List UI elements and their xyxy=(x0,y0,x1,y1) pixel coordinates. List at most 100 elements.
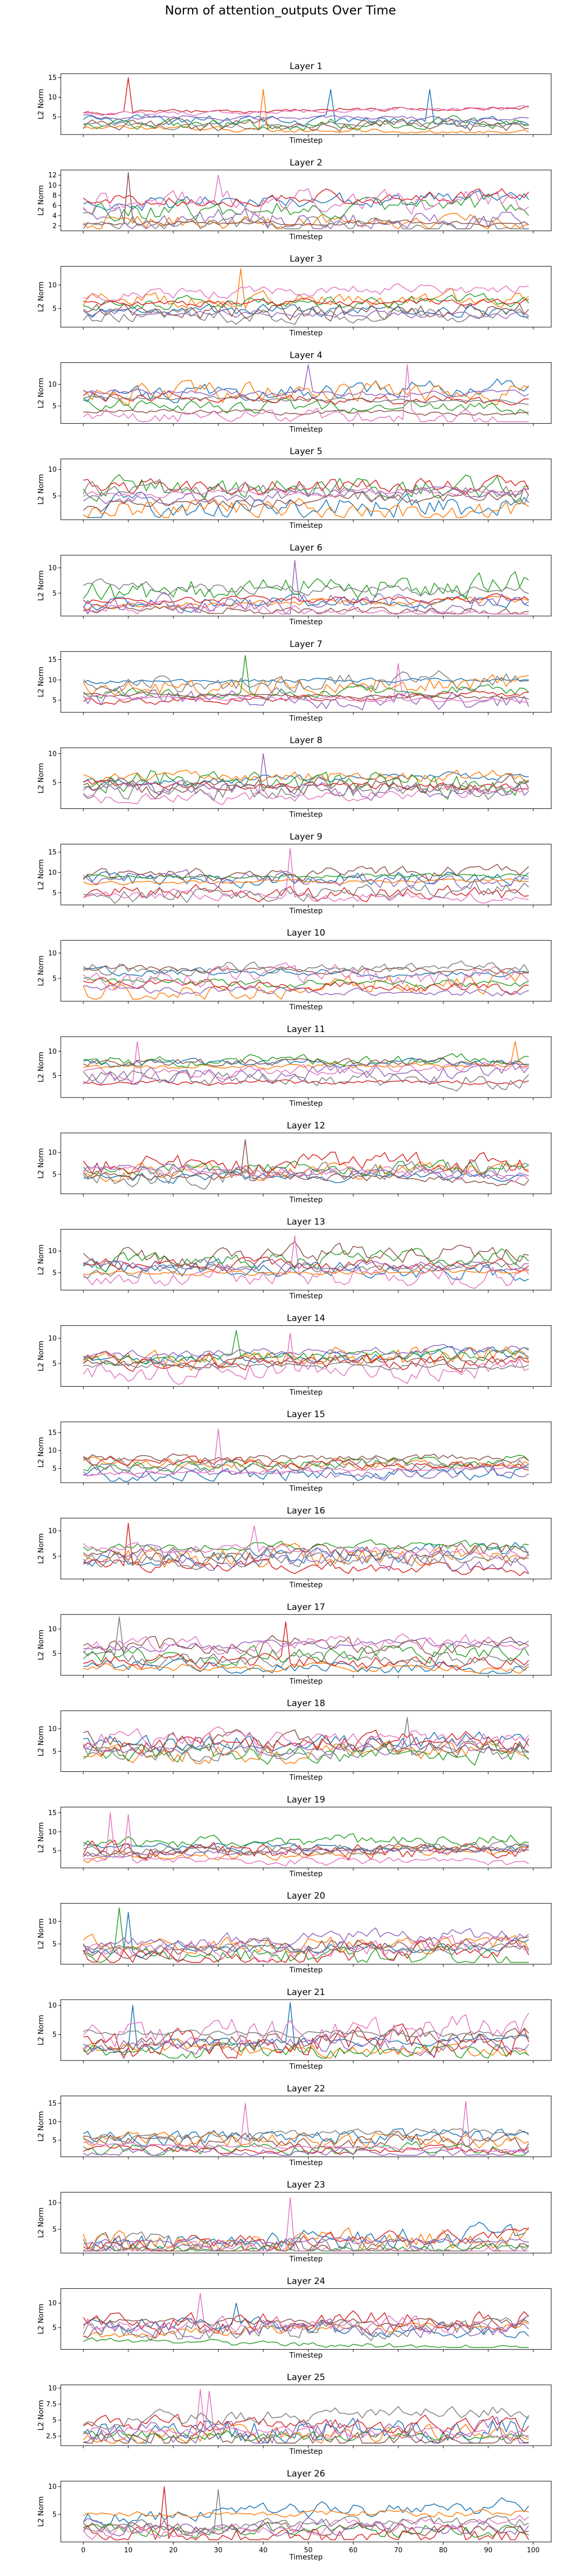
y-axis-label: L2 Norm xyxy=(37,378,45,408)
series-group xyxy=(83,847,529,904)
x-tick-label: 50 xyxy=(304,2547,313,2554)
subplot-title: Layer 6 xyxy=(290,543,322,553)
series-line xyxy=(83,2038,529,2057)
series-line xyxy=(83,869,529,890)
series-line xyxy=(83,1160,529,1190)
series-line xyxy=(83,409,529,417)
x-axis-label: Timestep xyxy=(289,618,323,626)
series-line xyxy=(83,89,529,134)
subplot: Layer 25 Timestep 2.5 5 7.5 10 L2 Norm xyxy=(37,2372,552,2456)
series-line xyxy=(83,880,529,904)
y-axis-label: L2 Norm xyxy=(37,474,45,505)
series-line xyxy=(83,1269,529,1276)
subplot-title: Layer 22 xyxy=(287,2084,325,2094)
axes-frame xyxy=(60,170,552,231)
y-axis-label: L2 Norm xyxy=(37,2304,45,2334)
series-line xyxy=(83,1256,529,1272)
subplot-title: Layer 24 xyxy=(287,2276,325,2286)
series-line xyxy=(83,774,530,799)
series-line xyxy=(82,2292,529,2335)
y-tick-label: 5 xyxy=(53,305,57,313)
subplot-title: Layer 17 xyxy=(287,1602,325,1613)
series-group xyxy=(83,1616,530,1674)
series-line xyxy=(83,1742,529,1757)
series-line xyxy=(83,364,529,422)
x-axis-label: Timestep xyxy=(289,2063,323,2071)
series-line xyxy=(83,77,529,115)
series-line xyxy=(83,1542,529,1568)
axes-frame xyxy=(60,940,552,1002)
y-tick-label: 5 xyxy=(53,1269,57,1277)
series-line xyxy=(83,491,529,518)
axes-frame xyxy=(60,747,552,809)
series-line xyxy=(83,663,529,703)
series-line xyxy=(83,2237,529,2248)
x-tick-label: 0 xyxy=(81,2547,86,2554)
series-line xyxy=(83,1730,530,1756)
axes-frame xyxy=(60,2288,552,2350)
y-tick-label: 5 xyxy=(53,697,57,705)
series-line xyxy=(83,114,529,122)
y-axis-label: L2 Norm xyxy=(37,1822,45,1853)
series-line xyxy=(83,2406,529,2430)
x-axis-label: Timestep xyxy=(289,2553,323,2562)
series-group xyxy=(83,172,529,229)
y-tick-label: 8 xyxy=(53,192,57,200)
series-line xyxy=(83,1060,529,1085)
series-line xyxy=(83,1633,529,1655)
series-group xyxy=(83,2389,530,2444)
y-tick-label: 12 xyxy=(48,172,57,179)
series-line xyxy=(83,2228,529,2252)
series-line xyxy=(83,1235,529,1289)
y-tick-label: 10 xyxy=(48,2483,57,2491)
x-tick-label: 30 xyxy=(214,2547,223,2554)
series-line xyxy=(83,847,529,904)
series-line xyxy=(83,1635,529,1658)
axes-frame xyxy=(60,1806,552,1868)
series-line xyxy=(83,486,529,505)
series-line xyxy=(83,2002,529,2053)
series-line xyxy=(83,962,529,990)
x-tick-label: 40 xyxy=(259,2547,268,2554)
series-line xyxy=(83,1456,529,1472)
y-tick-label: 5 xyxy=(53,403,57,410)
y-tick-label: 5 xyxy=(53,2226,57,2234)
series-line xyxy=(83,1542,529,1565)
x-axis-label: Timestep xyxy=(289,2448,323,2456)
y-tick-label: 10 xyxy=(48,2002,57,2010)
series-line xyxy=(83,960,529,976)
axes-frame xyxy=(60,1614,552,1676)
series-group xyxy=(83,1041,529,1092)
subplot-title: Layer 11 xyxy=(287,1024,325,1035)
series-line xyxy=(83,2515,529,2540)
series-group xyxy=(83,1428,529,1482)
subplot-title: Layer 12 xyxy=(287,1121,325,1131)
series-group xyxy=(82,474,530,518)
x-axis-label: Timestep xyxy=(289,2351,323,2359)
series-line xyxy=(83,293,529,311)
series-line xyxy=(82,2231,529,2252)
y-tick-label: 10 xyxy=(48,1626,57,1634)
series-group xyxy=(83,560,529,614)
series-group xyxy=(82,268,529,325)
series-line xyxy=(83,1455,529,1473)
y-tick-label: 15 xyxy=(48,849,57,857)
series-line xyxy=(83,215,529,229)
series-line xyxy=(83,1041,529,1070)
series-line xyxy=(83,691,529,700)
subplot-title: Layer 23 xyxy=(287,2180,325,2190)
series-line xyxy=(83,397,529,416)
series-line xyxy=(82,1717,529,1762)
series-group xyxy=(83,1139,529,1190)
series-line xyxy=(83,2389,529,2439)
series-line xyxy=(83,1833,529,1848)
series-line xyxy=(83,1662,529,1674)
series-group xyxy=(82,2292,529,2348)
y-tick-label: 5 xyxy=(53,493,57,501)
y-tick-label: 10 xyxy=(48,1447,57,1455)
x-tick-label: 100 xyxy=(527,2547,540,2554)
